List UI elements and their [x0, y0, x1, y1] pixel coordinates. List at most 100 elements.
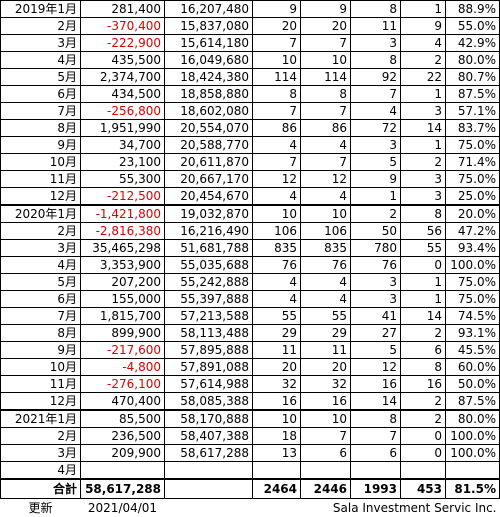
value-cell: 14 [401, 120, 446, 137]
value-cell: 27 [351, 325, 401, 342]
total-cell: 453 [401, 479, 446, 499]
value-cell: 20 [301, 359, 351, 376]
value-cell: 3 [351, 35, 401, 52]
month-cell: 6月 [1, 291, 81, 308]
value-cell: 58,407,388 [165, 428, 253, 445]
value-cell: 9 [301, 1, 351, 18]
value-cell: 29 [301, 325, 351, 342]
value-cell: 58,113,488 [165, 325, 253, 342]
value-cell: 8 [253, 86, 301, 103]
value-cell: 7 [351, 86, 401, 103]
value-cell: 435,500 [81, 52, 165, 69]
value-cell: 2 [401, 52, 446, 69]
value-cell: 11 [351, 18, 401, 35]
value-cell: 72 [351, 120, 401, 137]
value-cell: 4 [401, 35, 446, 52]
value-cell: 114 [253, 69, 301, 86]
value-cell: 4 [301, 188, 351, 206]
value-cell: 10 [253, 410, 301, 428]
value-cell: 4 [301, 291, 351, 308]
value-cell: 50 [351, 223, 401, 240]
month-cell: 10月 [1, 154, 81, 171]
update-date: 2021/04/01 [81, 499, 165, 517]
value-cell: 20,454,670 [165, 188, 253, 206]
value-cell: 55 [401, 240, 446, 257]
value-cell: 35,465,298 [81, 240, 165, 257]
month-cell: 6月 [1, 86, 81, 103]
value-cell: 0 [401, 428, 446, 445]
value-cell: 60.0% [446, 359, 500, 376]
value-cell: 16,207,480 [165, 1, 253, 18]
value-cell: 85,500 [81, 410, 165, 428]
value-cell: 16,049,680 [165, 52, 253, 69]
value-cell: 106 [301, 223, 351, 240]
value-cell: 47.2% [446, 223, 500, 240]
value-cell: 42.9% [446, 35, 500, 52]
value-cell: 93.1% [446, 325, 500, 342]
value-cell: 8 [351, 52, 401, 69]
value-cell: 16,216,490 [165, 223, 253, 240]
month-cell: 3月 [1, 35, 81, 52]
value-cell: 16 [301, 393, 351, 411]
value-cell: 58,170,888 [165, 410, 253, 428]
value-cell: 281,400 [81, 1, 165, 18]
value-cell: 20.0% [446, 205, 500, 223]
value-cell: 80.7% [446, 69, 500, 86]
value-cell: -4,800 [81, 359, 165, 376]
value-cell: 7 [301, 428, 351, 445]
value-cell: 18,602,080 [165, 103, 253, 120]
value-cell: 835 [253, 240, 301, 257]
value-cell: 12 [301, 171, 351, 188]
value-cell: 1 [401, 291, 446, 308]
month-cell: 2月 [1, 223, 81, 240]
value-cell: 7 [301, 35, 351, 52]
value-cell: 25.0% [446, 188, 500, 206]
value-cell [351, 462, 401, 480]
value-cell: 20,611,870 [165, 154, 253, 171]
value-cell: 6 [401, 342, 446, 359]
value-cell: 87.5% [446, 393, 500, 411]
month-cell: 5月 [1, 69, 81, 86]
value-cell: 236,500 [81, 428, 165, 445]
month-cell: 7月 [1, 103, 81, 120]
value-cell [401, 462, 446, 480]
value-cell: 22 [401, 69, 446, 86]
value-cell: 11 [253, 342, 301, 359]
value-cell: 20,554,070 [165, 120, 253, 137]
value-cell: 55,397,888 [165, 291, 253, 308]
value-cell: 55 [253, 308, 301, 325]
month-cell: 2月 [1, 428, 81, 445]
value-cell: 8 [401, 205, 446, 223]
value-cell: 86 [253, 120, 301, 137]
month-cell: 9月 [1, 342, 81, 359]
month-cell: 9月 [1, 137, 81, 154]
value-cell: 12 [351, 359, 401, 376]
value-cell: 8 [351, 1, 401, 18]
value-cell: 80.0% [446, 410, 500, 428]
value-cell: 3 [401, 103, 446, 120]
value-cell: 13 [253, 445, 301, 462]
value-cell: 10 [301, 205, 351, 223]
value-cell: 57,614,988 [165, 376, 253, 393]
total-cell [165, 479, 253, 499]
value-cell: 114 [301, 69, 351, 86]
value-cell: 87.5% [446, 86, 500, 103]
value-cell: -1,421,800 [81, 205, 165, 223]
total-cell: 1993 [351, 479, 401, 499]
total-cell: 2446 [301, 479, 351, 499]
value-cell: 45.5% [446, 342, 500, 359]
